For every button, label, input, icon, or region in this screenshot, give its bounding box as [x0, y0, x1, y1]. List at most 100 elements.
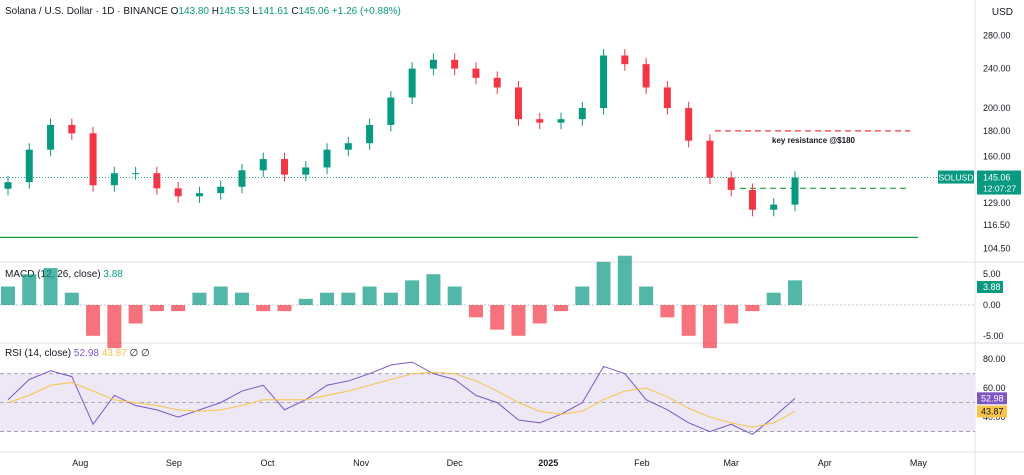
candle-body	[472, 68, 480, 78]
macd-bar	[128, 305, 143, 324]
macd-tick-label: -5.00	[983, 331, 1004, 341]
candle-body	[132, 173, 140, 175]
open-label: O	[170, 6, 179, 17]
change-value: +1.26 (+0.88%)	[331, 6, 401, 17]
macd-bar	[639, 286, 654, 305]
currency-label[interactable]: USD	[991, 7, 1013, 18]
candle-body	[706, 140, 714, 178]
macd-bar	[341, 292, 356, 305]
macd-bar	[320, 292, 335, 305]
macd-bar	[362, 286, 377, 305]
close-label: C	[291, 6, 299, 17]
candle-body	[89, 133, 97, 186]
macd-tick-label: 5.00	[983, 269, 1001, 279]
rsi-tick-label: 60.00	[983, 383, 1006, 393]
time-tick-label: Sep	[166, 458, 182, 468]
candle-body	[536, 119, 544, 123]
last-price-value: 145.06	[983, 173, 1011, 183]
macd-value-tag: 3.88	[983, 282, 1001, 292]
price-tick-label: 200.00	[983, 103, 1011, 113]
macd-bar	[490, 305, 505, 330]
macd-bar	[788, 280, 802, 305]
macd-bar	[617, 255, 632, 305]
macd-bar	[702, 305, 717, 349]
open-value: 143.80	[178, 6, 209, 17]
symbol-title: Solana / U.S. Dollar · 1D · BINANCE	[5, 6, 168, 17]
candle-body	[514, 87, 522, 120]
macd-tick-label: 0.00	[983, 300, 1001, 310]
rsi-ma-tag-bg	[977, 405, 1007, 418]
symbol-tag: SOLUSD	[939, 173, 974, 183]
low-value: 141.61	[257, 6, 289, 17]
macd-bar	[405, 280, 420, 305]
candle-body	[366, 124, 374, 144]
price-tick-label: 180.00	[983, 126, 1011, 136]
macd-bar	[64, 292, 79, 305]
countdown: 12:07:27	[983, 184, 1016, 194]
rsi-ma-value: 43.87	[101, 348, 127, 359]
macd-bar	[22, 274, 37, 305]
macd-bar	[554, 305, 569, 312]
macd-bar	[298, 298, 313, 305]
time-tick-label: Dec	[447, 458, 464, 468]
candle-body	[493, 77, 501, 88]
macd-bar	[383, 292, 398, 305]
candle-body	[25, 149, 33, 183]
candle-body	[153, 173, 161, 189]
macd-bar	[213, 286, 228, 305]
time-tick-label: Aug	[72, 458, 88, 468]
price-tick-label: 280.00	[983, 30, 1011, 40]
price-tick-label: 160.00	[983, 151, 1011, 161]
candle-body	[600, 55, 608, 109]
candle-body	[429, 59, 437, 69]
macd-bar	[234, 292, 249, 305]
rsi-value: 52.98	[73, 348, 99, 359]
candle-body	[663, 87, 671, 109]
candle-body	[748, 189, 756, 210]
price-tick-label: 104.50	[983, 243, 1011, 253]
candle-body	[259, 159, 267, 171]
macd-value: 3.88	[103, 269, 123, 280]
time-tick-label: 2025	[538, 458, 558, 468]
time-tick-label: Mar	[723, 458, 739, 468]
candle-body	[302, 167, 310, 175]
candle-body	[110, 173, 118, 186]
close-value: 145.06	[298, 6, 330, 17]
macd-bar	[447, 286, 462, 305]
macd-bar	[511, 305, 526, 336]
rsi-line	[7, 361, 796, 436]
rsi-label: RSI (14, close)	[5, 348, 72, 359]
candle-body	[621, 55, 629, 65]
macd-bar	[532, 305, 547, 324]
time-tick-label: Feb	[634, 458, 650, 468]
candle-body	[4, 182, 12, 189]
high-label: H	[211, 6, 219, 17]
candle-body	[195, 193, 203, 197]
rsi-tick-label: 80.00	[983, 354, 1006, 364]
candle-body	[557, 119, 565, 123]
high-value: 145.53	[219, 6, 250, 17]
low-label: L	[252, 6, 258, 17]
candle-body	[68, 124, 76, 134]
macd-bar	[149, 305, 164, 312]
macd-bar	[681, 305, 696, 336]
candle-body	[791, 177, 799, 205]
candle-body	[47, 124, 55, 150]
macd-bar	[256, 305, 271, 312]
candle-body	[238, 170, 246, 187]
macd-bar	[660, 305, 675, 318]
price-tick-label: 116.50	[983, 220, 1010, 230]
candle-body	[387, 97, 395, 125]
time-tick-label: Nov	[353, 458, 370, 468]
candle-body	[323, 149, 331, 168]
macd-bar	[192, 292, 207, 305]
macd-bar	[86, 305, 101, 336]
chart-header: Solana / U.S. Dollar · 1D · BINANCE O143…	[5, 6, 401, 17]
candle-body	[344, 143, 352, 150]
macd-bar	[277, 305, 292, 312]
rsi-ma-tag: 43.87	[981, 406, 1004, 416]
rsi-value-tag-bg	[977, 392, 1007, 405]
macd-bar	[745, 305, 760, 312]
macd-bar	[575, 286, 590, 305]
